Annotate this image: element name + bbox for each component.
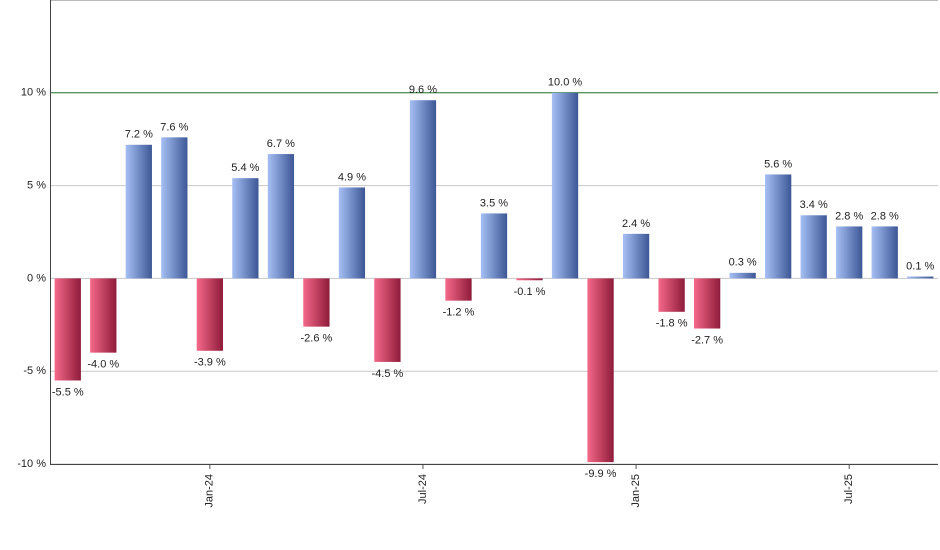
- value-label: 3.5 %: [480, 197, 508, 209]
- bar: [836, 226, 863, 279]
- value-label: -5.5 %: [52, 386, 84, 398]
- x-tick-label: Jan-25: [630, 474, 642, 508]
- bar: [480, 213, 508, 279]
- value-label: -2.7 %: [691, 334, 723, 346]
- bar: [658, 278, 685, 312]
- value-label: 7.6 %: [160, 121, 188, 133]
- value-label: -4.5 %: [372, 368, 404, 380]
- bar: [729, 272, 756, 279]
- value-label: -4.0 %: [87, 359, 119, 371]
- value-label: -3.9 %: [194, 357, 226, 369]
- value-label: -1.8 %: [656, 318, 688, 330]
- value-label: 7.2 %: [125, 129, 153, 141]
- value-label: 2.8 %: [871, 210, 899, 222]
- bar: [445, 278, 472, 301]
- value-label: 0.1 %: [906, 260, 934, 272]
- value-label: -1.2 %: [443, 307, 475, 319]
- bar: [161, 137, 188, 279]
- bar: [516, 278, 543, 281]
- bar: [125, 144, 152, 279]
- value-label: 5.6 %: [764, 158, 792, 170]
- x-tick-label: Jan-24: [204, 474, 216, 508]
- y-tick-label: 10 %: [21, 87, 46, 99]
- bar: [693, 278, 721, 329]
- bar: [374, 278, 401, 362]
- y-tick-label: -5 %: [23, 365, 46, 377]
- bar: [871, 226, 898, 279]
- bar: [409, 100, 437, 279]
- value-label: -9.9 %: [585, 468, 617, 480]
- value-label: 2.8 %: [835, 210, 863, 222]
- bar: [907, 276, 934, 279]
- value-label: 6.7 %: [267, 138, 295, 150]
- bar: [765, 174, 792, 279]
- y-tick-label: 5 %: [27, 180, 46, 192]
- bar: [800, 215, 827, 279]
- bar: [551, 92, 579, 279]
- y-tick-label: -10 %: [17, 458, 46, 470]
- bar: [90, 278, 117, 353]
- value-label: 10.0 %: [548, 77, 582, 89]
- value-label: 5.4 %: [231, 162, 259, 174]
- value-label: -2.6 %: [301, 333, 333, 345]
- x-tick-label: Jul-25: [843, 474, 855, 504]
- value-label: 0.3 %: [729, 257, 757, 269]
- bar: [338, 187, 366, 279]
- value-label: 3.4 %: [800, 199, 828, 211]
- bar: [267, 154, 295, 279]
- bar: [303, 278, 330, 327]
- y-tick-label: 0 %: [27, 272, 46, 284]
- bar: [54, 278, 81, 381]
- bar: [196, 278, 223, 351]
- value-label: -0.1 %: [514, 286, 546, 298]
- bar: [587, 278, 614, 463]
- x-tick-label: Jul-24: [417, 474, 429, 504]
- bar: [622, 233, 650, 279]
- bar: [232, 178, 259, 279]
- value-label: 9.6 %: [409, 84, 437, 96]
- value-label: 4.9 %: [338, 171, 366, 183]
- value-label: 2.4 %: [622, 218, 650, 230]
